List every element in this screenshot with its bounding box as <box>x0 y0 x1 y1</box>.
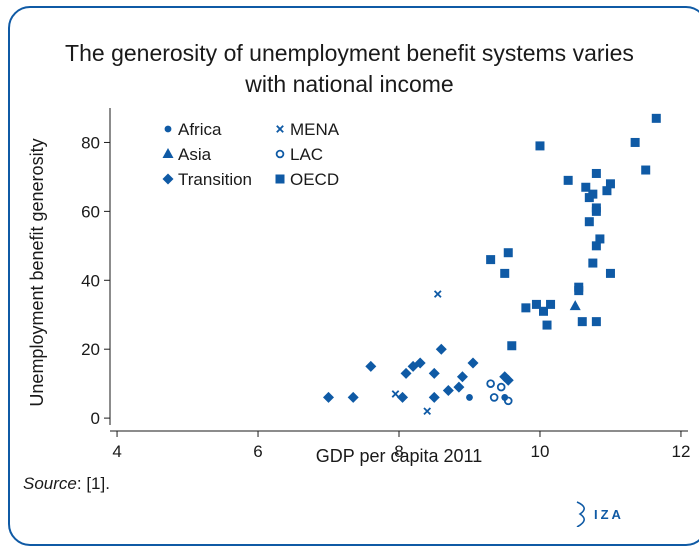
data-point-transition <box>323 391 335 403</box>
data-point-transition <box>453 381 465 393</box>
y-axis-label: Unemployment benefit generosity <box>27 138 47 406</box>
data-point-lac <box>486 379 495 388</box>
data-point-africa <box>501 394 509 401</box>
data-point-transition <box>414 357 426 369</box>
y-tick-label: 80 <box>81 133 100 152</box>
data-point-asia <box>569 300 581 311</box>
data-point-oecd <box>531 299 541 309</box>
x-tick-label: 6 <box>253 442 262 461</box>
x-axis-label: GDP per capita 2011 <box>316 446 482 466</box>
data-point-oecd <box>521 303 531 313</box>
legend-marker-lac <box>275 149 285 159</box>
y-tick-label: 0 <box>91 409 100 428</box>
data-point-oecd <box>602 186 612 196</box>
y-tick-label: 40 <box>81 271 100 290</box>
data-point-oecd <box>588 258 598 268</box>
data-point-oecd <box>591 206 601 216</box>
data-point-oecd <box>577 317 587 327</box>
data-point-oecd <box>605 179 615 189</box>
data-point-transition <box>428 367 440 379</box>
x-tick-label: 4 <box>112 442 121 461</box>
data-point-transition <box>365 360 377 372</box>
data-point-oecd <box>535 141 545 151</box>
data-point-transition <box>347 391 359 403</box>
iza-logo-mark-icon <box>576 501 585 527</box>
chart-legend: Africa Asia Transition MENA LAC OECD <box>162 120 340 189</box>
data-point-oecd <box>563 175 573 185</box>
data-point-mena <box>433 290 442 298</box>
chart-axes: 0 20 40 60 80 4 6 8 10 12 <box>81 108 690 461</box>
chart-title: The generosity of unemployment benefit s… <box>0 38 699 100</box>
legend-marker-transition <box>162 173 174 185</box>
data-point-oecd <box>539 306 548 316</box>
data-point-lac <box>496 382 506 392</box>
chart-title-line-2: with national income <box>245 71 454 97</box>
legend-label-asia: Asia <box>178 145 212 164</box>
data-point-africa <box>466 394 473 401</box>
legend-label-transition: Transition <box>178 170 252 189</box>
legend-marker-mena <box>276 125 284 133</box>
legend-label-africa: Africa <box>178 120 222 139</box>
data-point-oecd <box>542 320 552 330</box>
source-label: Source <box>23 474 77 493</box>
chart-marks <box>323 113 661 416</box>
data-point-transition <box>435 343 447 355</box>
y-tick-label: 20 <box>81 340 100 359</box>
data-point-oecd <box>507 341 517 351</box>
y-tick-label: 60 <box>81 202 100 221</box>
iza-logo: IZA <box>574 500 664 527</box>
x-tick-label: 12 <box>671 442 690 461</box>
data-point-transition <box>428 391 440 403</box>
data-point-oecd <box>500 268 510 278</box>
data-point-transition <box>442 385 454 397</box>
data-point-oecd <box>591 317 601 327</box>
iza-logo-text: IZA <box>594 507 624 522</box>
data-point-oecd <box>581 182 591 192</box>
data-point-mena <box>391 390 400 398</box>
scatter-chart: 0 20 40 60 80 4 6 8 10 12 Africa Asia Transition MEN… <box>27 108 690 466</box>
data-point-oecd <box>591 168 601 178</box>
chart-title-line-1: The generosity of unemployment benefit s… <box>65 40 634 66</box>
data-point-oecd <box>605 268 615 278</box>
data-point-oecd <box>641 165 651 175</box>
x-tick-label: 8 <box>394 442 403 461</box>
legend-marker-oecd <box>275 174 285 184</box>
data-point-oecd <box>591 241 601 251</box>
legend-label-mena: MENA <box>290 120 340 139</box>
data-point-oecd <box>546 299 556 309</box>
data-point-oecd <box>588 189 598 199</box>
data-point-mena <box>423 407 432 416</box>
data-point-oecd <box>630 137 640 147</box>
source-reference: : [1]. <box>76 474 110 493</box>
x-tick-label: 10 <box>531 442 550 461</box>
data-point-oecd <box>486 255 496 265</box>
data-point-lac <box>503 396 513 406</box>
data-point-transition <box>502 374 514 386</box>
data-point-oecd <box>584 217 594 227</box>
legend-marker-asia <box>162 148 174 158</box>
legend-marker-africa <box>164 125 172 133</box>
legend-label-oecd: OECD <box>290 170 339 189</box>
data-point-oecd <box>574 282 584 292</box>
data-point-oecd <box>651 113 661 123</box>
data-point-oecd <box>595 234 605 244</box>
legend-label-lac: LAC <box>290 145 323 164</box>
source-note: Source: [1]. <box>23 474 110 494</box>
data-point-oecd <box>503 248 513 258</box>
data-point-transition <box>467 357 479 369</box>
data-point-transition <box>397 391 409 403</box>
data-point-transition <box>456 371 468 383</box>
data-point-lac <box>489 393 499 402</box>
data-point-transition <box>400 367 412 379</box>
